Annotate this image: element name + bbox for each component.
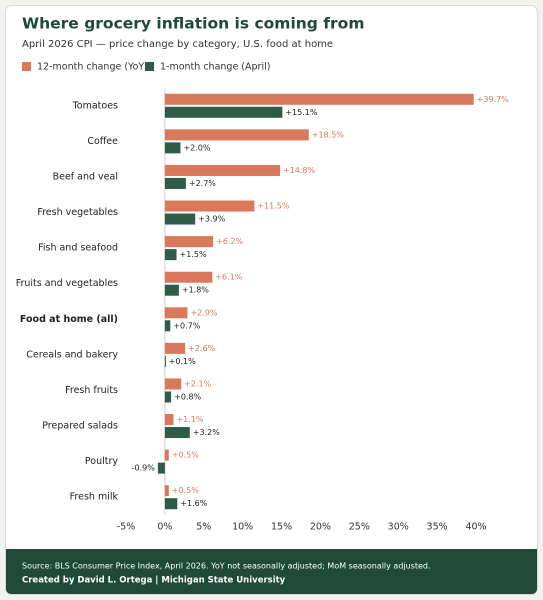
bar: [164, 485, 169, 497]
value-label: +2.6%: [188, 344, 215, 353]
value-label: +0.5%: [172, 451, 199, 460]
y-tick-label: Fish and seafood: [38, 243, 118, 254]
value-label: +2.7%: [189, 179, 216, 188]
footer: [6, 549, 537, 594]
bar: [164, 200, 255, 212]
value-label: +1.1%: [176, 415, 203, 424]
credit: Created by David L. Ortega | Michigan St…: [22, 576, 286, 586]
value-label: +14.8%: [283, 166, 316, 175]
chart-title: Where grocery inflation is coming from: [22, 15, 364, 33]
bar: [164, 391, 172, 403]
bar: [164, 307, 188, 319]
card: [5, 5, 538, 595]
value-label: +39.7%: [477, 95, 510, 104]
x-tick-label: 15%: [271, 522, 292, 533]
value-label: -0.9%: [132, 464, 156, 473]
bar: [164, 236, 214, 248]
bar: [164, 142, 181, 154]
value-label: +0.1%: [169, 357, 196, 366]
bar: [164, 249, 177, 261]
x-tick-label: 5%: [196, 522, 211, 533]
value-label: +11.5%: [257, 202, 290, 211]
bar: [164, 320, 171, 332]
x-tick-label: 25%: [349, 522, 370, 533]
value-label: +0.8%: [174, 392, 201, 401]
value-label: +2.1%: [184, 379, 211, 388]
bar: [164, 106, 283, 118]
y-tick-label: Fresh vegetables: [37, 207, 118, 218]
value-label: +15.1%: [285, 108, 318, 117]
value-label: +0.7%: [173, 321, 200, 330]
x-tick-label: 40%: [465, 522, 486, 533]
value-label: +3.2%: [193, 428, 220, 437]
legend-label: 1-month change (April): [160, 62, 270, 73]
bar: [164, 177, 186, 189]
bar: [164, 342, 186, 354]
bar: [164, 164, 280, 176]
y-tick-label: Fruits and vegetables: [16, 278, 118, 289]
y-tick-label: Fresh milk: [70, 492, 119, 503]
bar: [164, 427, 190, 439]
bar: [164, 498, 178, 510]
value-label: +6.2%: [216, 237, 243, 246]
x-tick-label: 10%: [232, 522, 253, 533]
value-label: +6.1%: [215, 273, 242, 282]
y-tick-label: Cereals and bakery: [26, 349, 118, 360]
x-tick-label: 20%: [310, 522, 331, 533]
value-label: +1.5%: [180, 250, 207, 259]
bar: [164, 129, 309, 141]
bar: [164, 414, 174, 426]
bar: [164, 378, 182, 390]
legend-swatch: [145, 62, 154, 71]
value-label: +0.5%: [172, 486, 199, 495]
bar: [157, 462, 165, 474]
x-tick-label: -5%: [117, 522, 136, 533]
bar: [164, 271, 213, 283]
bar: [164, 93, 474, 105]
chart-subtitle: April 2026 CPI — price change by categor…: [22, 39, 333, 50]
legend-swatch: [22, 62, 31, 71]
x-tick-label: 0%: [157, 522, 172, 533]
x-tick-label: 35%: [427, 522, 448, 533]
value-label: +2.9%: [190, 308, 217, 317]
legend-label: 12-month change (YoY): [37, 62, 148, 73]
y-tick-label: Poultry: [85, 456, 118, 467]
bar: [164, 284, 179, 296]
value-label: +18.5%: [312, 130, 345, 139]
y-tick-label: Coffee: [87, 136, 118, 147]
value-label: +1.8%: [182, 286, 209, 295]
bar: [164, 213, 196, 225]
y-tick-label: Tomatoes: [72, 100, 118, 111]
y-tick-label: Prepared salads: [42, 421, 118, 432]
value-label: +1.6%: [180, 499, 207, 508]
value-label: +3.9%: [198, 215, 225, 224]
bar: [164, 449, 169, 461]
x-tick-label: 30%: [388, 522, 409, 533]
source-note: Source: BLS Consumer Price Index, April …: [22, 562, 431, 571]
bar: [164, 355, 166, 367]
value-label: +2.0%: [183, 143, 210, 152]
y-tick-label: Fresh fruits: [65, 385, 118, 396]
y-tick-label: Beef and veal: [53, 171, 118, 182]
y-tick-label: Food at home (all): [20, 314, 118, 325]
